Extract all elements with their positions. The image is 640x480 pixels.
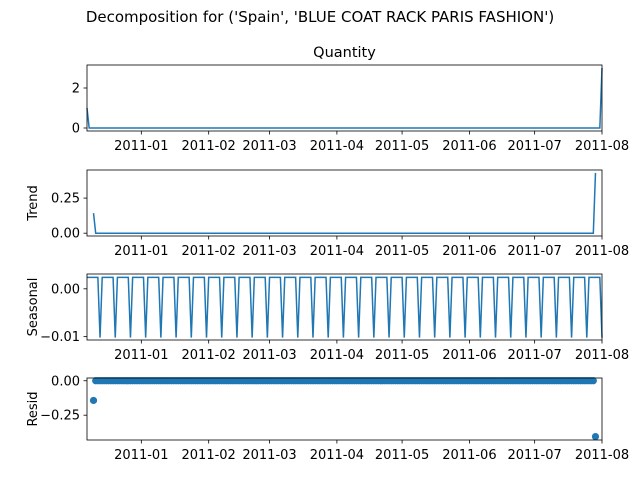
x-tick-label: 2011-01 [114, 448, 168, 463]
y-tick-label: 0.00 [51, 374, 80, 389]
x-tick-label: 2011-05 [375, 139, 429, 154]
x-tick-label: 2011-08 [575, 139, 629, 154]
x-tick-label: 2011-03 [242, 348, 296, 363]
y-tick-label: −0.01 [40, 330, 80, 345]
y-tick-label: 0 [72, 122, 80, 137]
x-tick-label: 2011-03 [242, 448, 296, 463]
resid-point [589, 377, 597, 385]
x-tick-label: 2011-03 [242, 139, 296, 154]
panel-seasonal: 0.00 −0.01 2011-01 2011-02 2011-03 2011-04 201… [26, 273, 629, 363]
y-tick-label: 0.00 [51, 227, 80, 242]
panel-resid: 0.00 −0.25 2011-01 2011-02 2011-03 2011-04 201… [26, 374, 629, 463]
axes-frame [86, 377, 603, 441]
x-tick-label: 2011-05 [375, 348, 429, 363]
y-tick-label: 0.25 [51, 192, 80, 207]
x-tick-label: 2011-04 [310, 448, 364, 463]
resid-point [89, 396, 98, 405]
x-tick-label: 2011-03 [242, 244, 296, 259]
x-tick-label: 2011-05 [375, 448, 429, 463]
x-tick-label: 2011-04 [310, 139, 364, 154]
panels: 0 2 2011-01 2011-02 2011-03 2011-04 2011-05 201… [26, 45, 629, 463]
x-tick-label: 2011-02 [182, 348, 236, 363]
x-tick-label: 2011-06 [442, 448, 496, 463]
y-tick-label: 0.00 [51, 282, 80, 297]
x-tick-label: 2011-08 [575, 244, 629, 259]
axes-frame [86, 169, 603, 237]
axes-frame [86, 64, 603, 132]
x-tick-label: 2011-08 [575, 448, 629, 463]
seasonal-series-line [87, 276, 603, 338]
x-tick-label: 2011-07 [507, 348, 561, 363]
panel-trend: 0.00 0.25 2011-01 2011-02 2011-03 2011-04 2011… [26, 169, 629, 259]
panel-title: Quantity [313, 45, 376, 61]
y-tick-label: 2 [72, 82, 80, 97]
trend-series-line [92, 172, 597, 234]
y-tick-label: −0.25 [40, 409, 80, 424]
resid-point [591, 432, 600, 441]
x-tick-label: 2011-08 [575, 348, 629, 363]
x-tick-label: 2011-02 [182, 244, 236, 259]
y-axis-label: Trend [26, 185, 41, 222]
observed-series-line [86, 67, 603, 129]
figure-suptitle: Decomposition for ('Spain', 'BLUE COAT R… [86, 8, 554, 26]
y-axis-label: Resid [26, 391, 41, 426]
x-tick-label: 2011-06 [442, 139, 496, 154]
x-tick-label: 2011-07 [507, 244, 561, 259]
x-tick-label: 2011-07 [507, 448, 561, 463]
panel-observed: 0 2 2011-01 2011-02 2011-03 2011-04 2011-05 201… [72, 45, 629, 154]
x-tick-label: 2011-02 [182, 448, 236, 463]
x-tick-label: 2011-04 [310, 348, 364, 363]
x-tick-label: 2011-06 [442, 244, 496, 259]
x-tick-label: 2011-01 [114, 139, 168, 154]
x-tick-label: 2011-06 [442, 348, 496, 363]
x-tick-label: 2011-01 [114, 244, 168, 259]
x-tick-label: 2011-01 [114, 348, 168, 363]
resid-points [89, 377, 600, 441]
y-axis-label: Seasonal [26, 278, 41, 337]
x-tick-label: 2011-05 [375, 244, 429, 259]
x-tick-label: 2011-04 [310, 244, 364, 259]
x-tick-label: 2011-02 [182, 139, 236, 154]
axes-frame [86, 273, 603, 341]
x-tick-label: 2011-07 [507, 139, 561, 154]
